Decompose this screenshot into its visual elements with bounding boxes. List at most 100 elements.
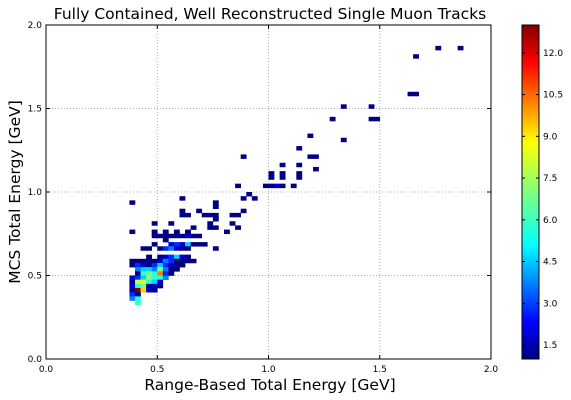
x-tick-label: 0.0 (39, 365, 54, 375)
histogram-bin (212, 212, 219, 218)
histogram-bin (168, 258, 175, 264)
histogram-bin (140, 267, 147, 272)
histogram-bin (212, 200, 219, 205)
histogram-bin (279, 183, 286, 189)
histogram-bin (162, 262, 169, 268)
histogram-bin (157, 275, 164, 280)
histogram-bin (129, 229, 136, 235)
histogram-bin (268, 175, 275, 180)
histogram-bin (146, 279, 152, 285)
colorbar-tick-label: 12.0 (543, 49, 563, 59)
colorbar-tick-label: 9.0 (543, 132, 558, 142)
histogram-bin (368, 116, 375, 122)
histogram-bin (135, 258, 141, 264)
histogram-bin (173, 258, 180, 264)
histogram-bin (340, 104, 347, 109)
histogram-bin (135, 283, 141, 289)
histogram-bin (235, 183, 241, 189)
histogram-bin (185, 229, 191, 235)
x-tick-label: 0.5 (150, 365, 164, 375)
histogram-bin (240, 208, 247, 214)
histogram-bin (135, 288, 141, 293)
histogram-bin (135, 267, 141, 272)
histogram-bin (313, 154, 319, 159)
histogram-bin (168, 246, 175, 251)
histogram-bin (212, 204, 219, 209)
histogram-bin (196, 242, 203, 247)
histogram-bin (129, 296, 136, 301)
y-tick-label: 0.0 (28, 355, 43, 365)
colorbar-tick-label: 1.5 (543, 341, 557, 351)
histogram-bin (140, 258, 147, 264)
histogram-bins (129, 45, 464, 306)
histogram-bin (135, 262, 141, 268)
histogram-bin (157, 233, 164, 239)
histogram-bin (190, 225, 197, 230)
histogram-bin (179, 262, 186, 268)
histogram-bin (173, 233, 180, 239)
colorbar-gradient (521, 24, 540, 360)
histogram-bin (413, 91, 419, 97)
histogram-bin (212, 246, 219, 251)
histogram-bin (162, 258, 169, 264)
histogram-bin (151, 275, 158, 280)
histogram-bin (140, 271, 147, 276)
histogram-bin (146, 262, 152, 268)
histogram-bin (173, 254, 180, 260)
colorbar-tick-label: 6.0 (543, 216, 558, 226)
y-tick-label: 0.5 (28, 272, 42, 282)
histogram-bin (179, 258, 186, 264)
histogram-bin (146, 271, 152, 276)
x-axis-label: Range-Based Total Energy [GeV] (144, 376, 395, 394)
histogram-bin (157, 254, 164, 260)
histogram-bin (274, 183, 280, 189)
histogram-bin (168, 221, 175, 226)
histogram-bin (146, 254, 152, 260)
histogram-bin (151, 267, 158, 272)
histogram-bin (296, 175, 303, 180)
histogram-bin (185, 258, 191, 264)
y-axis-ticks: 0.0 0.5 1.0 1.5 2.0 (28, 21, 491, 365)
histogram-bin (179, 233, 186, 239)
histogram-bin (162, 237, 169, 243)
histogram-bin (307, 154, 314, 159)
histogram-bin (168, 262, 175, 268)
histogram-bin (413, 54, 419, 59)
histogram-bin (185, 246, 191, 251)
histogram-bin (168, 242, 175, 247)
histogram-bin (268, 171, 275, 176)
histogram-bin (196, 233, 203, 239)
histogram-bin (229, 212, 236, 218)
x-tick-label: 1.0 (261, 365, 276, 375)
histogram-bin (162, 275, 169, 280)
histogram-bin (135, 296, 141, 301)
histogram-bin (296, 162, 303, 168)
histogram-bin (279, 162, 286, 168)
colorbar-tick-label: 10.5 (543, 91, 563, 101)
histogram-bin (224, 229, 230, 235)
histogram-bin (340, 137, 347, 143)
histogram-bin (135, 300, 141, 306)
y-tick-label: 1.5 (28, 105, 42, 115)
histogram-bin (135, 292, 141, 297)
histogram-bin (129, 262, 136, 268)
histogram-bin (151, 221, 158, 226)
histogram-bin (235, 212, 241, 218)
histogram-bin (240, 196, 247, 201)
histogram-bin (146, 246, 152, 251)
histogram-bin (140, 246, 147, 251)
histogram-bin (162, 254, 169, 260)
histogram-bin (290, 183, 297, 189)
histogram-bin (135, 279, 141, 285)
y-tick-label: 1.0 (28, 188, 43, 198)
histogram-bin (135, 275, 141, 280)
histogram-bin (151, 233, 158, 239)
histogram-bin (146, 267, 152, 272)
histogram-bin (296, 146, 303, 151)
histogram-bin (173, 246, 180, 251)
histogram-bin (240, 154, 247, 159)
histogram-bin (129, 288, 136, 293)
plot-area: 0.0 0.5 1.0 1.5 2.0 0.0 0.5 1.0 1.5 2.0 (28, 21, 499, 375)
histogram-bin (185, 242, 191, 247)
histogram-bin (151, 262, 158, 268)
